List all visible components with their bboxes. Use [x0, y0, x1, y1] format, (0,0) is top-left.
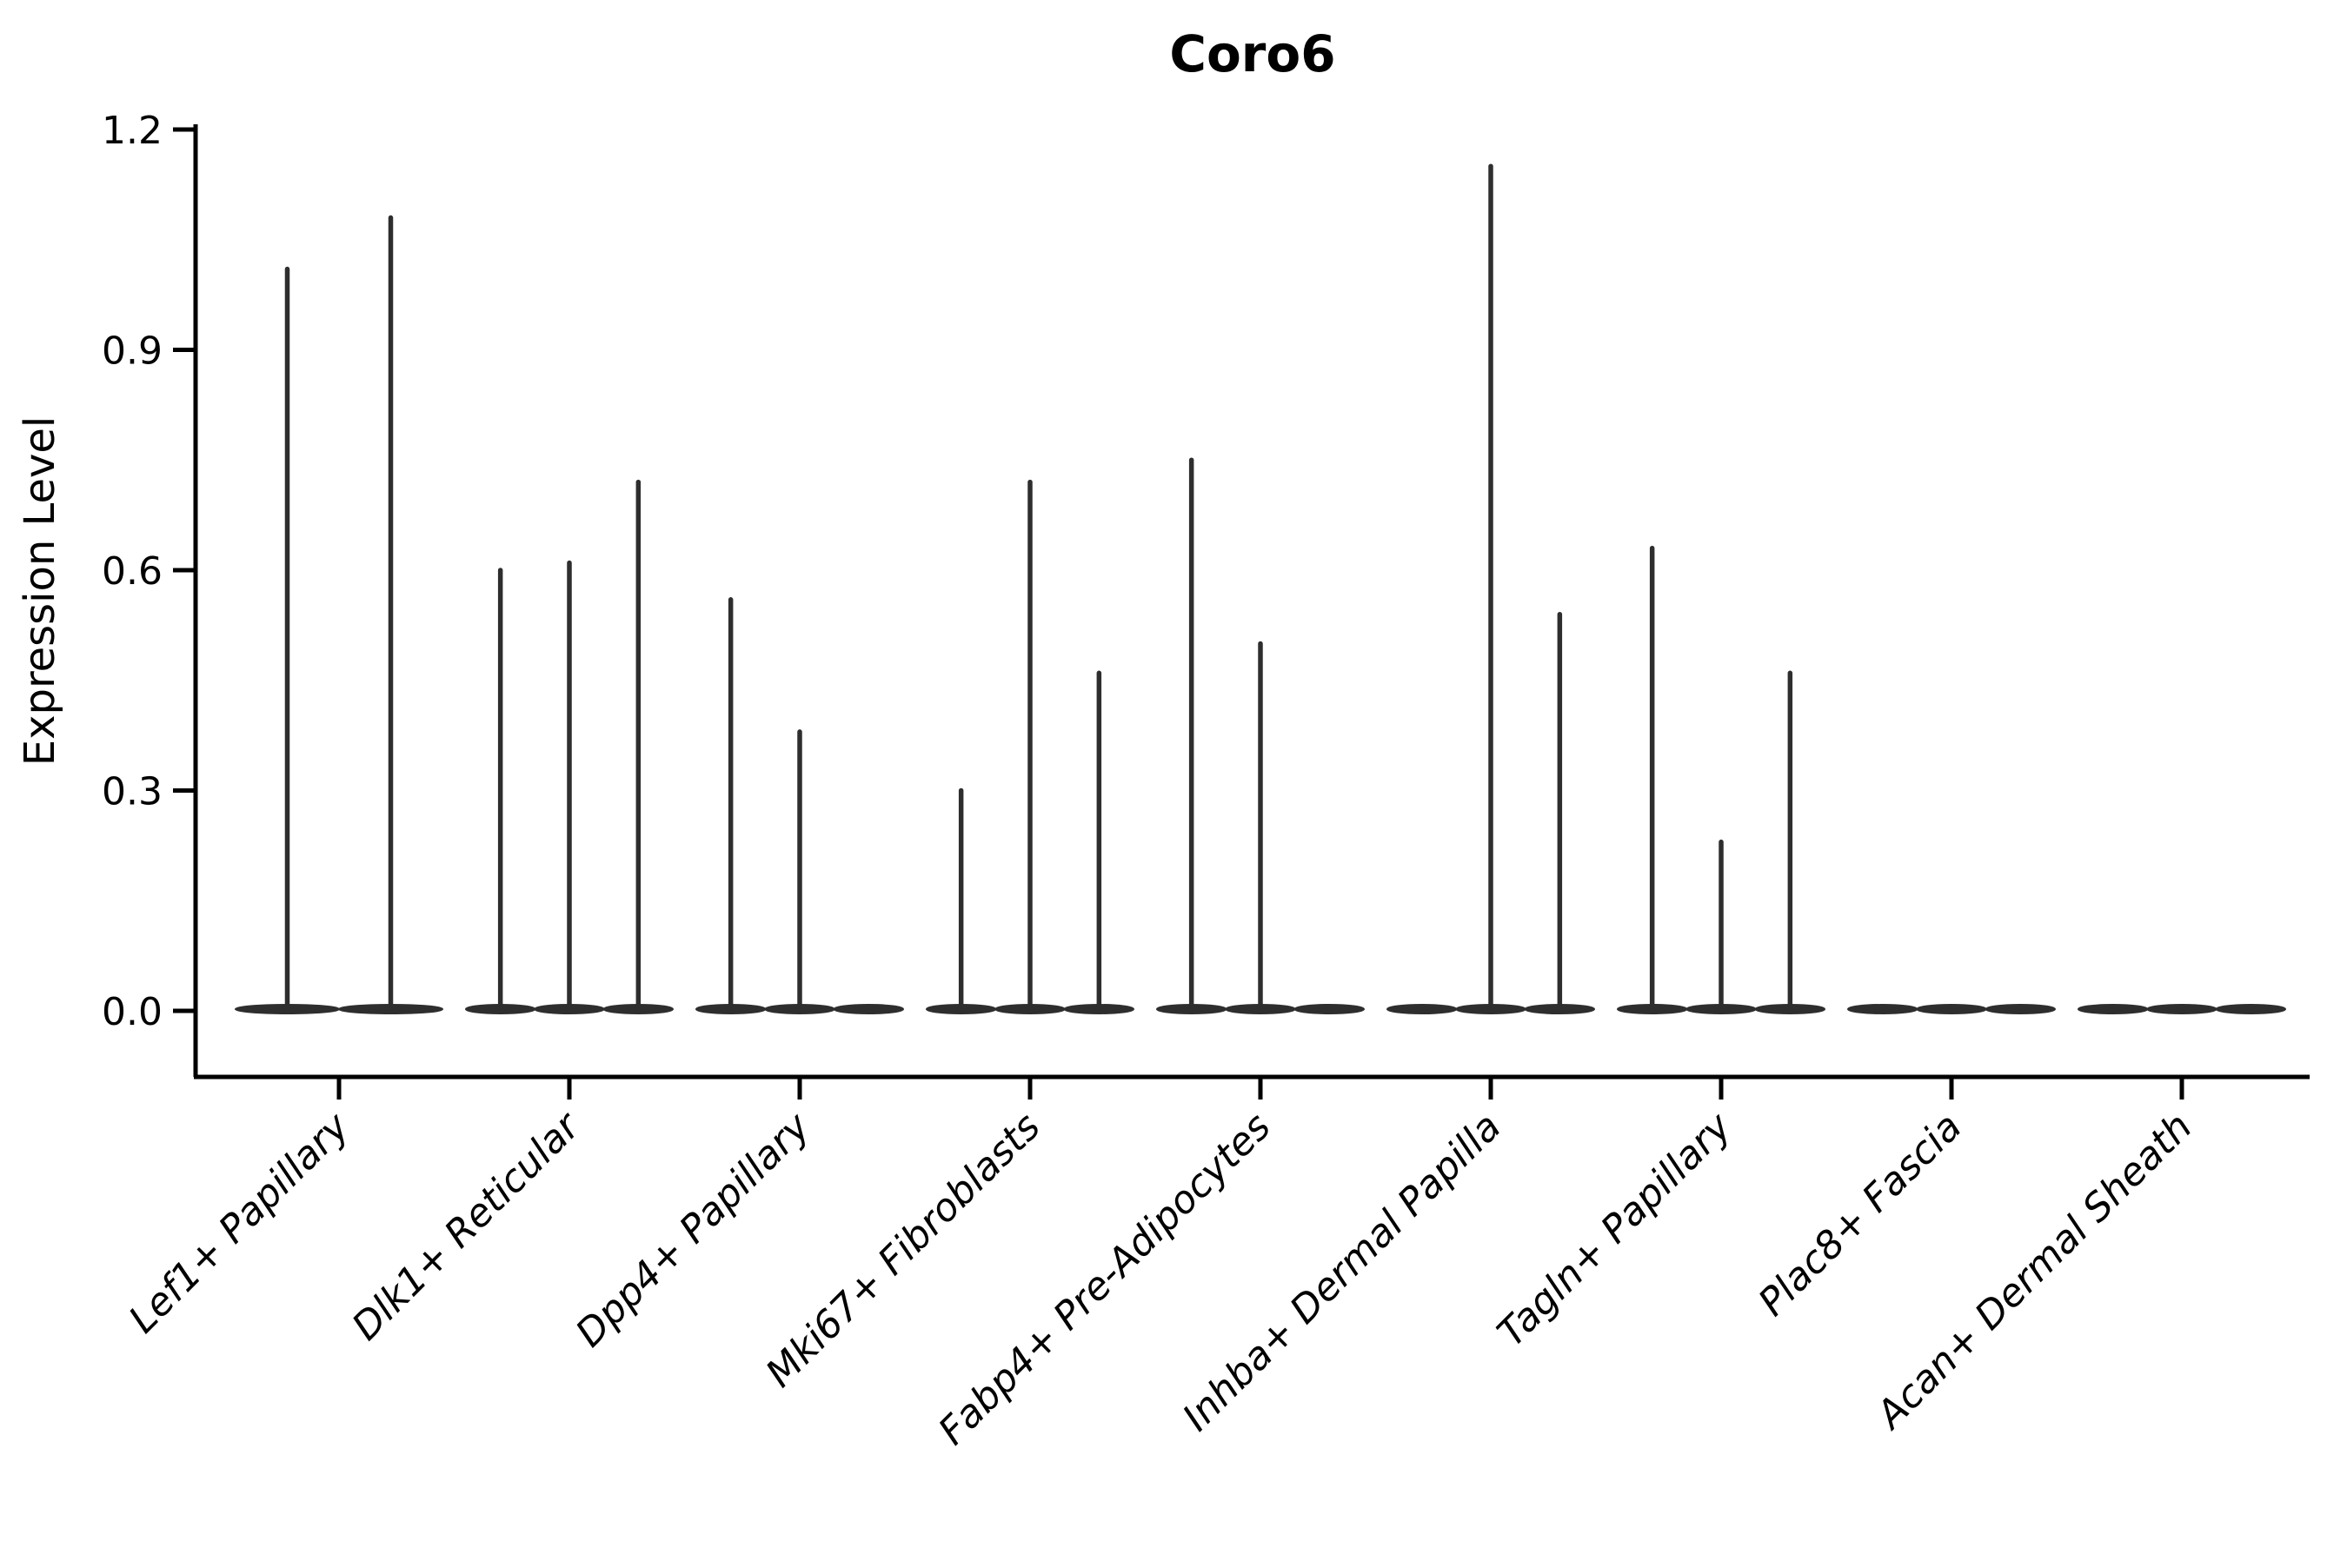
y-tick-label: 0.6 [102, 549, 163, 594]
y-tick-label: 1.2 [102, 109, 163, 153]
x-tick-label: Lef1+ Papillary [121, 1104, 359, 1342]
violin-body [1847, 1004, 1918, 1014]
y-axis-label: Expression Level [16, 416, 64, 767]
violin-body [2215, 1004, 2286, 1014]
y-tick-label: 0.3 [102, 770, 163, 814]
violin-body [2078, 1004, 2149, 1014]
chart-title: Coro6 [1169, 24, 1335, 83]
violin-body [1985, 1004, 2056, 1014]
x-tick-label: Dpp4+ Papillary [568, 1104, 820, 1356]
violin-body [1386, 1004, 1458, 1014]
x-tick-label: Dlk1+ Reticular [343, 1103, 589, 1349]
x-tick-label: Tagln+ Papillary [1489, 1104, 1740, 1355]
y-tick-label: 0.0 [102, 990, 163, 1034]
violin-body [833, 1004, 904, 1014]
violin-layer [235, 163, 2286, 1014]
y-tick-label: 0.9 [102, 329, 163, 374]
x-tick-label: Plac8+ Fascia [1750, 1105, 1970, 1325]
violin-body [1293, 1004, 1366, 1014]
violin-body [1916, 1004, 1987, 1014]
violin-body [2146, 1004, 2217, 1014]
